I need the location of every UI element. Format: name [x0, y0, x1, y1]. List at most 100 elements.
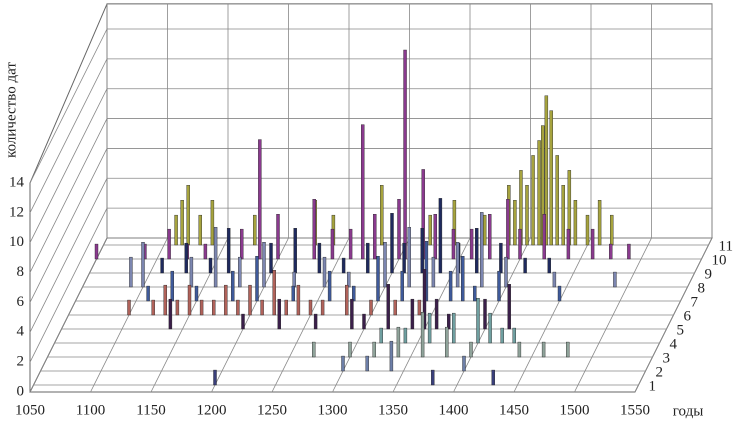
bar: [518, 228, 522, 260]
bar: [504, 256, 508, 288]
bar: [180, 200, 184, 246]
x-tick-label: 1150: [136, 402, 165, 418]
y-tick-label: 14: [9, 174, 25, 190]
bar: [488, 214, 492, 260]
bar: [269, 242, 273, 274]
bar: [129, 256, 133, 288]
bar: [445, 326, 449, 358]
bar: [433, 214, 437, 260]
z-tick-label: 4: [670, 336, 678, 352]
bar: [497, 270, 501, 302]
bar: [555, 155, 559, 246]
bar: [224, 284, 228, 316]
bar: [198, 214, 203, 246]
bar: [210, 200, 215, 246]
bar: [366, 242, 370, 274]
bar: [199, 299, 204, 316]
bar: [566, 341, 570, 358]
bar: [482, 214, 487, 246]
bar: [585, 214, 590, 246]
bar: [525, 185, 529, 246]
bar: [491, 369, 495, 386]
bar: [448, 270, 453, 302]
bar: [386, 284, 390, 330]
bar: [258, 139, 262, 260]
bar: [141, 242, 145, 288]
y-tick-label: 8: [17, 264, 25, 280]
grid-line: [29, 3, 108, 393]
bar: [291, 285, 295, 302]
bar: [512, 327, 516, 344]
bar: [350, 298, 354, 330]
bar: [241, 313, 245, 330]
bar: [213, 227, 218, 288]
bar: [447, 313, 451, 330]
bar: [231, 270, 235, 302]
z-tick-label: 11: [719, 238, 733, 254]
y-axis-label: количество дат: [3, 62, 19, 158]
bar: [469, 228, 474, 260]
bar: [422, 269, 427, 330]
bar: [160, 257, 164, 274]
bar: [480, 212, 484, 288]
bar: [427, 312, 432, 344]
bar: [627, 243, 631, 260]
bar: [410, 298, 415, 330]
bar: [379, 327, 383, 344]
bar: [253, 214, 257, 246]
bar: [292, 271, 296, 288]
bar: [174, 214, 178, 246]
bar: [211, 299, 216, 316]
bar: [293, 228, 297, 274]
bar: [397, 199, 401, 260]
x-tick-label: 1500: [560, 402, 590, 418]
x-tick-label: 1300: [318, 402, 348, 418]
bar: [390, 213, 394, 274]
bar: [455, 242, 460, 288]
bar: [362, 313, 366, 330]
bar: [544, 95, 549, 246]
bar: [352, 285, 356, 302]
bar: [226, 228, 231, 274]
bar: [170, 270, 175, 302]
bar: [203, 243, 208, 260]
bar: [469, 341, 473, 358]
bar: [407, 227, 411, 288]
bar: [277, 298, 281, 330]
bar: [320, 299, 325, 316]
bar: [476, 298, 480, 344]
bar: [417, 299, 422, 316]
bar: [348, 341, 352, 358]
bar: [403, 49, 407, 260]
bar: [361, 124, 365, 260]
bar: [365, 355, 369, 372]
bar: [542, 214, 546, 260]
x-tick-label: 1450: [499, 402, 529, 418]
bar: [330, 228, 335, 260]
bar: [276, 214, 280, 260]
bar: [483, 298, 487, 330]
bar: [420, 312, 425, 358]
bar: [462, 355, 466, 372]
bar: [376, 256, 380, 302]
grid-line: [634, 3, 713, 393]
bar: [127, 299, 131, 316]
bar: [312, 341, 316, 358]
bar: [438, 198, 443, 274]
bar: [541, 341, 546, 358]
bar: [431, 256, 436, 288]
bar: [284, 299, 288, 316]
bar: [389, 340, 394, 372]
bar: [236, 299, 240, 316]
bar: [402, 242, 406, 274]
bar: [499, 242, 503, 274]
x-axis-label: годы: [673, 403, 704, 419]
bar: [146, 285, 150, 302]
bar: [168, 298, 173, 330]
bar: [272, 270, 276, 316]
bar: [347, 271, 351, 288]
bar: [163, 284, 168, 316]
y-tick-label: 4: [17, 324, 25, 340]
bar: [537, 140, 541, 246]
grid-line: [574, 3, 652, 393]
